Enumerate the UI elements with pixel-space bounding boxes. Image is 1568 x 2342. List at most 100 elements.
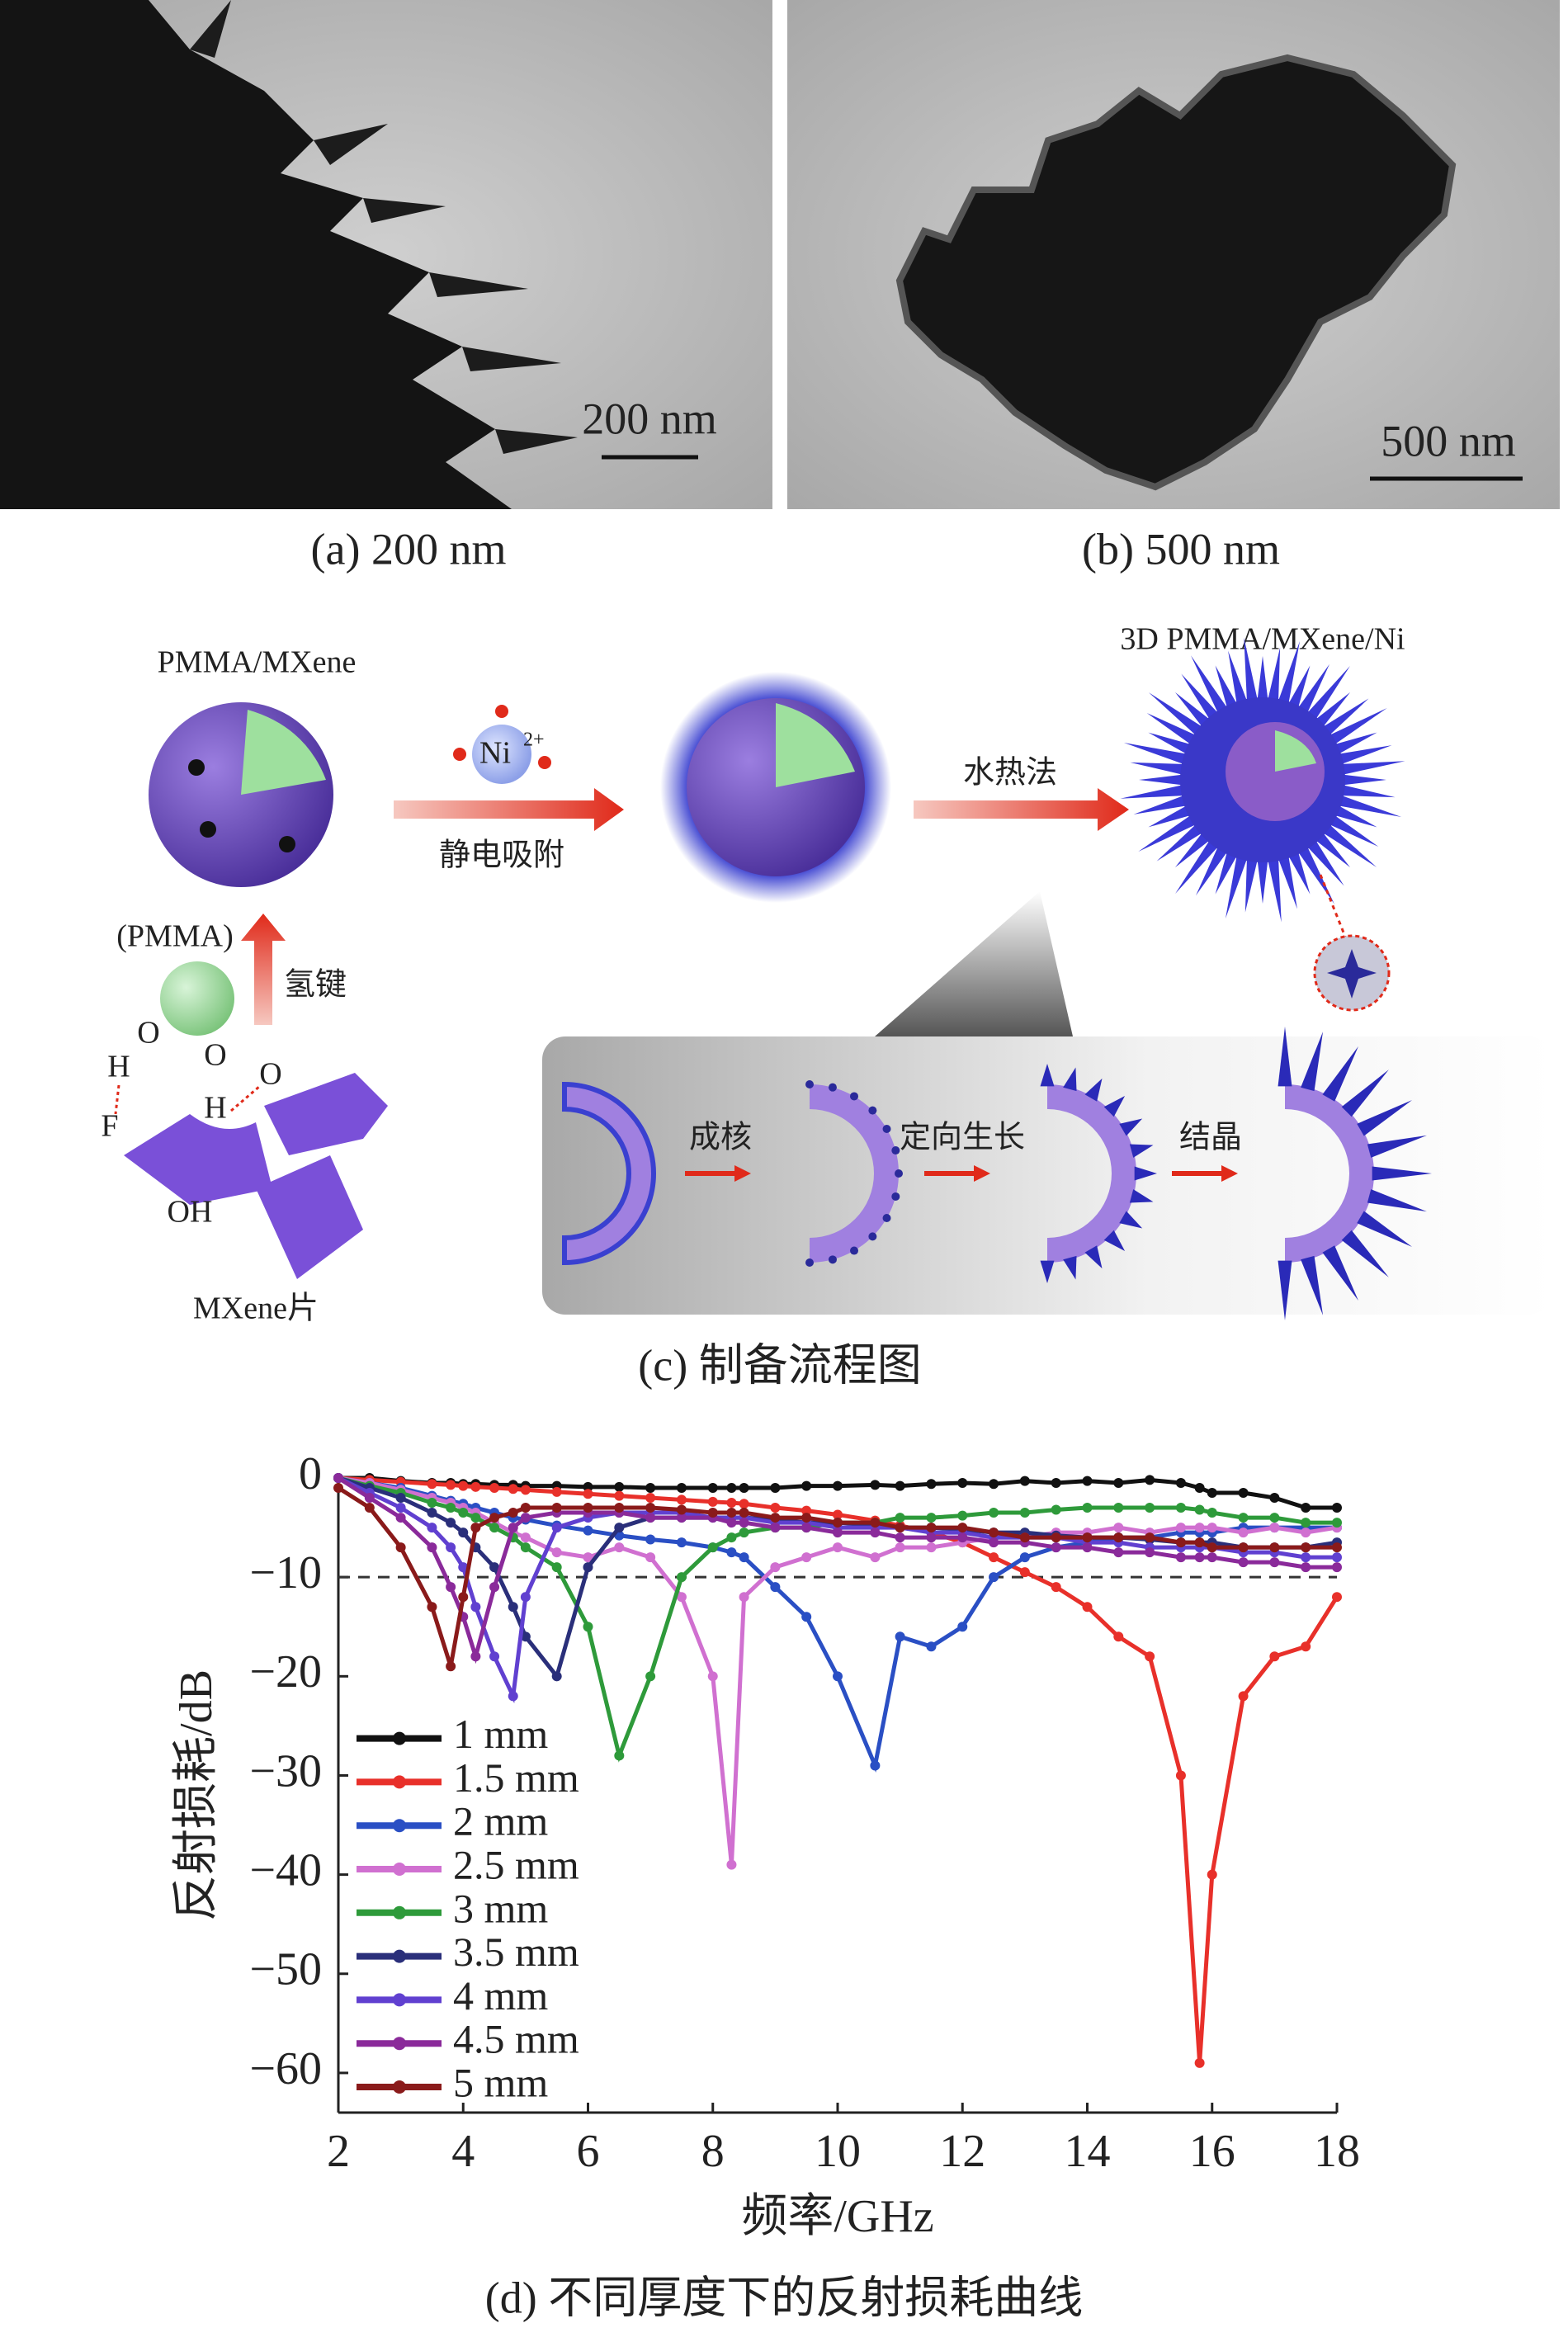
caption: (d) 不同厚度下的反射损耗曲线 [485, 2273, 1083, 2322]
spike [1296, 844, 1334, 904]
marker [1301, 1518, 1311, 1528]
spike [1278, 1260, 1292, 1320]
pmma-ball [160, 961, 234, 1036]
marker [726, 1547, 737, 1558]
marker [446, 1503, 456, 1513]
marker [1145, 1475, 1155, 1485]
marker [1332, 1562, 1342, 1573]
nucleus [882, 1125, 891, 1133]
h-bond [230, 1084, 261, 1112]
marker [1332, 1518, 1342, 1528]
marker [446, 1661, 456, 1672]
legend-marker [393, 2037, 406, 2051]
mxene-sheet [124, 1114, 272, 1205]
legend-label: 4 mm [453, 1972, 548, 2019]
marker [1113, 1547, 1124, 1558]
marker [1207, 1488, 1217, 1499]
marker [427, 1523, 437, 1533]
spike [1139, 774, 1185, 786]
marker [1332, 1503, 1342, 1513]
marker [1113, 1532, 1124, 1543]
x-tick-label: 14 [1065, 2126, 1111, 2177]
marker [395, 1503, 406, 1513]
marker [1113, 1478, 1124, 1489]
marker [1145, 1547, 1155, 1558]
legend-marker [393, 1905, 406, 1919]
x-tick-label: 2 [327, 2126, 350, 2177]
legend-label: 3.5 mm [453, 1929, 579, 1975]
marker [520, 1542, 531, 1553]
marker [1051, 1542, 1061, 1553]
marker [333, 1483, 343, 1494]
marker [1113, 1631, 1124, 1642]
marker [458, 1562, 469, 1573]
spike [1287, 665, 1311, 710]
marker [833, 1518, 843, 1528]
spike [1174, 831, 1211, 868]
atom: O [137, 1016, 159, 1051]
atom: F [101, 1109, 118, 1144]
spike [1267, 647, 1281, 703]
marker [739, 1499, 749, 1509]
label: PMMA/MXene [158, 645, 357, 680]
legend-marker [393, 1949, 406, 1963]
marker [458, 1508, 469, 1518]
label: 3D PMMA/MXene/Ni [1120, 622, 1405, 657]
marker [489, 1513, 500, 1523]
label: 氢键 [284, 968, 347, 1003]
marker [583, 1489, 593, 1499]
marker [645, 1503, 656, 1513]
spike [1296, 663, 1329, 715]
marker [583, 1622, 593, 1632]
spike [1278, 640, 1301, 706]
marker [1194, 1483, 1205, 1494]
marker [583, 1481, 593, 1492]
marker [801, 1523, 812, 1533]
spike [1257, 656, 1268, 702]
marker [739, 1592, 749, 1603]
marker [1051, 1582, 1061, 1593]
marker [870, 1480, 881, 1490]
marker [470, 1513, 481, 1523]
marker [870, 1760, 881, 1771]
spike [1138, 814, 1198, 852]
marker [1175, 1478, 1186, 1489]
spike [1130, 762, 1186, 776]
legend-marker [393, 1819, 406, 1833]
y-tick-label: −10 [249, 1547, 322, 1598]
marker [1269, 1523, 1280, 1533]
marker [583, 1525, 593, 1536]
marker [676, 1572, 687, 1583]
marker [1207, 1552, 1217, 1563]
spike [1133, 795, 1189, 815]
marker [520, 1503, 531, 1513]
marker [739, 1518, 749, 1528]
marker [1301, 1527, 1311, 1538]
x-tick-label: 4 [451, 2126, 475, 2177]
caption: (c) 制备流程图 [638, 1340, 921, 1390]
marker [1051, 1532, 1061, 1543]
arrow [241, 914, 286, 1025]
nucleus [805, 1080, 814, 1088]
marker [489, 1582, 500, 1593]
marker [1175, 1552, 1186, 1563]
spike [1357, 1100, 1413, 1136]
marker [1113, 1523, 1124, 1533]
marker [770, 1483, 781, 1494]
atom: H [204, 1091, 226, 1126]
marker [801, 1552, 812, 1563]
marker [508, 1691, 518, 1702]
marker [1238, 1513, 1249, 1523]
marker [676, 1537, 687, 1548]
marker [926, 1479, 937, 1490]
marker [458, 1480, 469, 1491]
charge [188, 759, 205, 776]
charge [279, 836, 295, 852]
marker [895, 1513, 905, 1523]
spike [1341, 1069, 1389, 1117]
marker [1175, 1523, 1186, 1533]
spike [1278, 853, 1297, 909]
spike [1181, 673, 1220, 721]
